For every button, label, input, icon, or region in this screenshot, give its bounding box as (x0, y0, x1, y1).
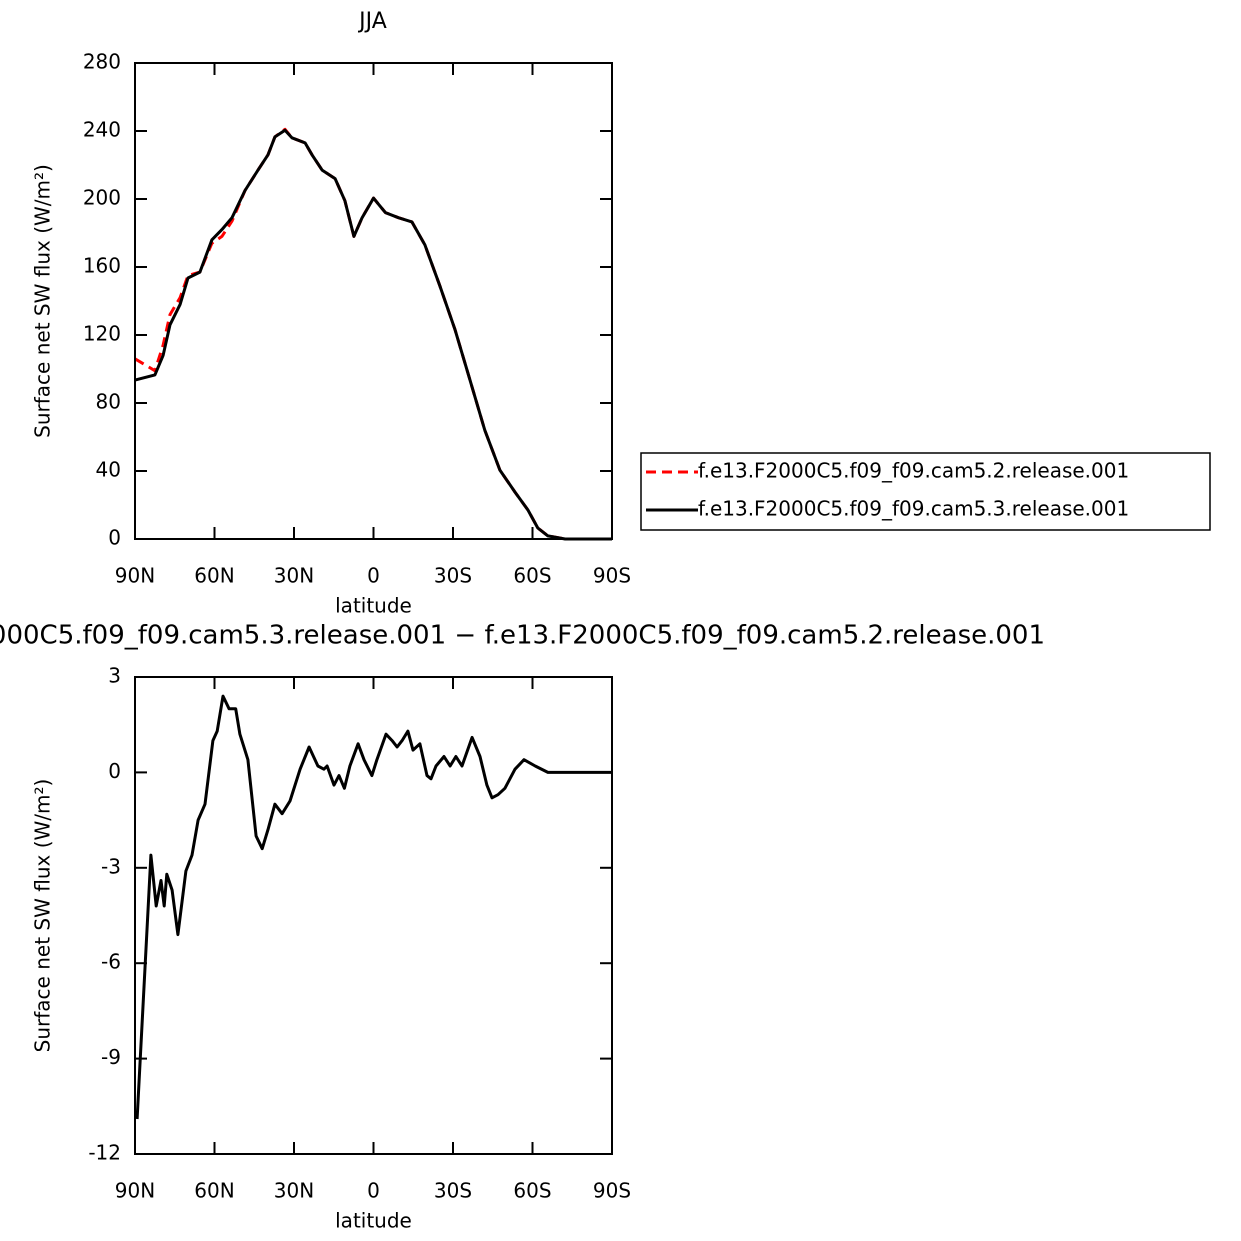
y-tick-label: -6 (101, 950, 121, 974)
y-tick-label: 40 (96, 458, 121, 482)
x-tick-label: 0 (367, 564, 380, 588)
x-tick-label: 30S (434, 1179, 472, 1203)
y-axis-title: Surface net SW flux (W/m²) (31, 164, 55, 438)
chart-title: f.e13.F2000C5.f09_f09.cam5.3.release.001… (0, 621, 1045, 651)
y-tick-label: 120 (83, 322, 121, 346)
y-tick-label: 3 (108, 664, 121, 688)
data-line (135, 694, 612, 1120)
legend-label: f.e13.F2000C5.f09_f09.cam5.3.release.001 (698, 497, 1129, 521)
x-tick-label: 90S (593, 564, 631, 588)
x-tick-label: 60N (194, 564, 234, 588)
x-tick-label: 30S (434, 564, 472, 588)
x-tick-label: 60S (513, 1179, 551, 1203)
x-tick-label: 30N (274, 564, 314, 588)
x-axis-title: latitude (335, 594, 412, 618)
x-tick-label: 90S (593, 1179, 631, 1203)
x-tick-label: 60N (194, 1179, 234, 1203)
chart-title: JJA (357, 9, 387, 34)
y-tick-label: -12 (88, 1141, 121, 1165)
plot-frame (134, 62, 613, 540)
legend-box (640, 452, 1211, 531)
x-axis-title: latitude (335, 1209, 412, 1233)
x-tick-label: 60S (513, 564, 551, 588)
y-tick-label: 0 (108, 759, 121, 783)
y-tick-label: -9 (101, 1045, 121, 1069)
x-tick-label: 0 (367, 1179, 380, 1203)
y-tick-label: 160 (83, 254, 121, 278)
y-tick-label: -3 (101, 854, 121, 878)
y-tick-label: 240 (83, 118, 121, 142)
x-tick-label: 90N (115, 564, 155, 588)
y-tick-label: 280 (83, 50, 121, 74)
y-tick-label: 80 (96, 390, 121, 414)
data-line (134, 128, 612, 541)
x-tick-label: 90N (115, 1179, 155, 1203)
legend-label: f.e13.F2000C5.f09_f09.cam5.2.release.001 (698, 459, 1129, 483)
y-axis-title: Surface net SW flux (W/m²) (31, 779, 55, 1053)
plot-frame (134, 676, 613, 1155)
y-tick-label: 200 (83, 186, 121, 210)
y-tick-label: 0 (108, 526, 121, 550)
x-tick-label: 30N (274, 1179, 314, 1203)
